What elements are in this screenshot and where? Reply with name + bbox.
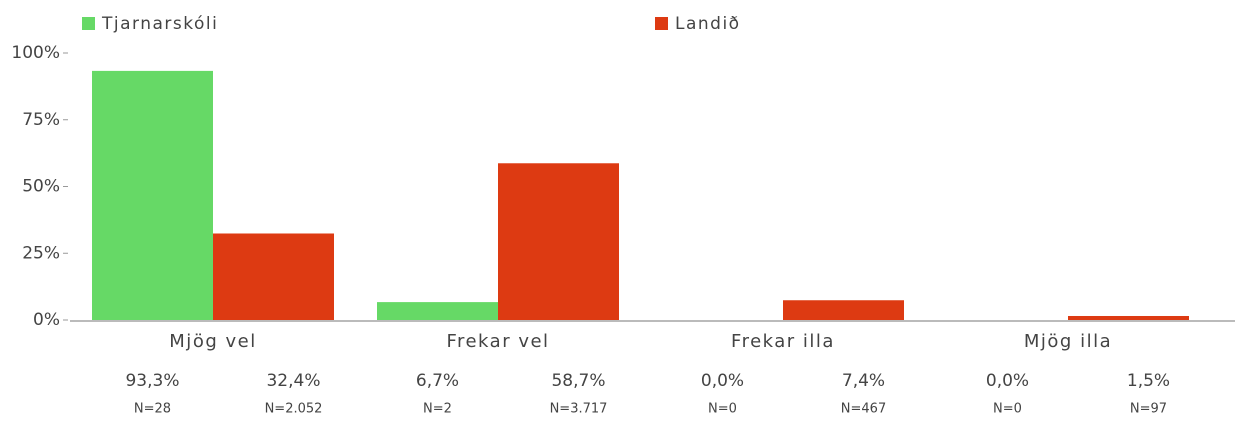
count-label: N=2 bbox=[423, 402, 452, 417]
bar bbox=[92, 70, 213, 320]
value-label: 93,3% bbox=[125, 371, 179, 391]
y-tick-label: 50% bbox=[22, 177, 60, 197]
legend-label: Landið bbox=[675, 14, 741, 34]
x-tick-label: Frekar vel bbox=[446, 331, 549, 352]
y-tick-label: 0% bbox=[33, 310, 60, 330]
legend-swatch bbox=[655, 17, 668, 30]
value-label: 32,4% bbox=[266, 371, 320, 391]
bar bbox=[213, 233, 334, 320]
x-tick-label: Frekar illa bbox=[731, 331, 835, 352]
x-tick-label: Mjög vel bbox=[169, 331, 256, 352]
legend-swatch bbox=[82, 17, 95, 30]
value-label: 7,4% bbox=[842, 371, 885, 391]
count-label: N=97 bbox=[1130, 402, 1167, 417]
value-label: 58,7% bbox=[551, 371, 605, 391]
value-label: 0,0% bbox=[986, 371, 1029, 391]
bar bbox=[377, 302, 498, 320]
x-tick-label: Mjög illa bbox=[1024, 331, 1112, 352]
y-tick-label: 75% bbox=[22, 110, 60, 130]
value-label: 6,7% bbox=[416, 371, 459, 391]
y-tick-label: 25% bbox=[22, 243, 60, 263]
bar bbox=[1068, 315, 1189, 320]
bar bbox=[783, 300, 904, 320]
count-label: N=28 bbox=[134, 402, 171, 417]
count-label: N=0 bbox=[708, 402, 737, 417]
value-label: 1,5% bbox=[1127, 371, 1170, 391]
count-label: N=2.052 bbox=[265, 402, 323, 417]
value-label: 0,0% bbox=[701, 371, 744, 391]
legend-label: Tjarnarskóli bbox=[101, 14, 218, 34]
count-label: N=467 bbox=[841, 402, 886, 417]
y-tick-label: 100% bbox=[11, 43, 60, 63]
bar bbox=[498, 163, 619, 320]
count-label: N=3.717 bbox=[550, 402, 608, 417]
count-label: N=0 bbox=[993, 402, 1022, 417]
